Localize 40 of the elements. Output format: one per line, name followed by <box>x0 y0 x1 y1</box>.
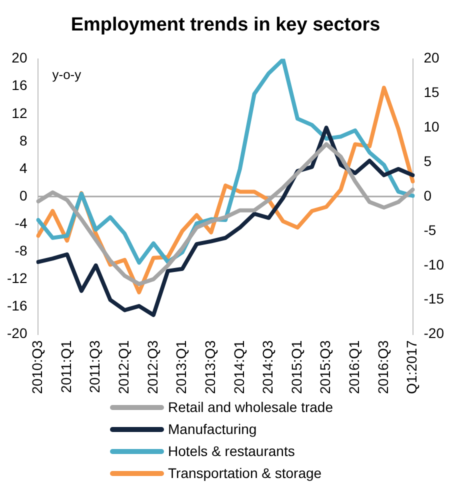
legend-label: Hotels & restaurants <box>168 443 295 459</box>
y-tick-label: -4 <box>14 214 28 231</box>
legend-label: Transportation & storage <box>168 465 322 481</box>
y-tick-label: 0 <box>19 187 28 204</box>
y2-tick-label: -10 <box>424 256 444 272</box>
y2-tick-label: -5 <box>424 222 436 238</box>
x-tick-label: 2011:Q3 <box>86 340 103 393</box>
x-tick-label: 2015:Q3 <box>317 340 334 394</box>
x-tick-label: Q1:2017 <box>404 340 420 394</box>
legend-label: Manufacturing <box>168 421 257 437</box>
x-tick-label: 2010:Q3 <box>29 340 46 394</box>
annotation: y-o-y <box>52 66 82 82</box>
y2-tick-label: -15 <box>424 290 444 307</box>
y2-tick-label: -20 <box>424 325 444 342</box>
y-tick-label: -20 <box>7 325 28 342</box>
x-tick-label: 2013:Q1 <box>173 340 190 394</box>
x-tick-label: 2012:Q1 <box>116 340 132 394</box>
x-tick-label: 2014:Q1 <box>230 340 247 394</box>
x-tick-label: 2013:Q3 <box>202 340 218 394</box>
y2-tick-label: 0 <box>424 187 432 204</box>
y-tick-label: 12 <box>12 104 28 121</box>
x-tick-label: 2012:Q3 <box>144 340 160 394</box>
y-tick-label: 16 <box>12 77 28 94</box>
x-tick-label: 2011:Q1 <box>58 340 74 393</box>
y2-tick-label: 5 <box>424 152 432 169</box>
y-tick-label: 8 <box>19 132 28 148</box>
x-tick-label: 2016:Q3 <box>374 340 391 394</box>
y-tick-label: -8 <box>14 242 28 258</box>
x-tick-label: 2015:Q1 <box>288 340 304 394</box>
y2-tick-label: 20 <box>424 50 440 66</box>
y-tick-label: 20 <box>12 50 28 66</box>
chart-title: Employment trends in key sectors <box>70 14 380 36</box>
y2-tick-label: 10 <box>424 118 440 135</box>
y-tick-label: -12 <box>7 270 28 286</box>
y2-tick-label: 15 <box>424 84 440 100</box>
y-tick-label: 4 <box>19 160 28 176</box>
x-tick-label: 2016:Q1 <box>346 340 362 394</box>
legend-label: Retail and wholesale trade <box>168 399 333 415</box>
y-tick-label: -16 <box>7 298 28 314</box>
x-tick-label: 2014:Q3 <box>260 340 276 394</box>
